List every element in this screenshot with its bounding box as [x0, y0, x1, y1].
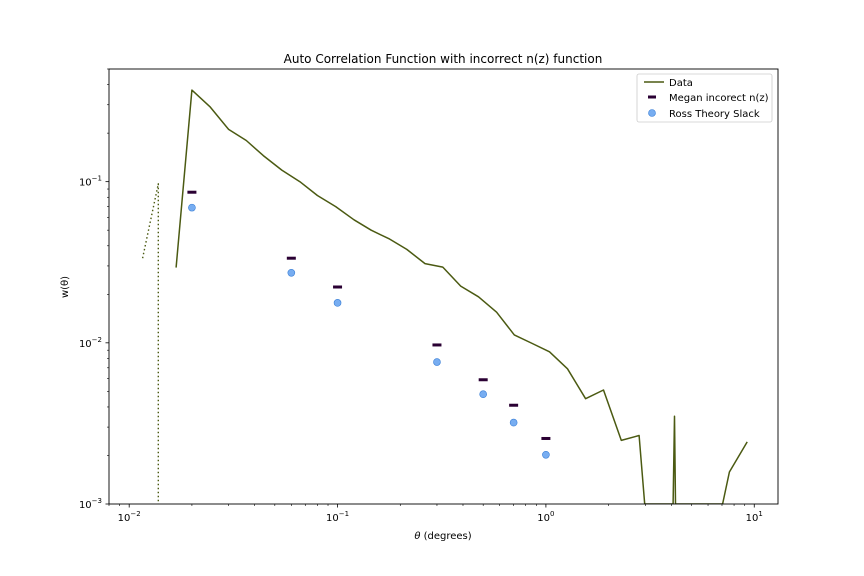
series-layer — [141, 89, 748, 504]
legend-megan-label: Megan incorect n(z) — [669, 93, 769, 104]
x-tick-label: 10−1 — [326, 510, 349, 524]
ross-point — [479, 390, 487, 399]
y-tick-label: 10−3 — [79, 497, 102, 511]
y-tick-base: 10 — [79, 339, 92, 350]
y-axis-label: w(θ) — [60, 276, 71, 298]
data-series-line — [175, 89, 748, 504]
x-tick-base: 10 — [326, 513, 339, 524]
y-tick-label: 10−2 — [79, 336, 102, 350]
legend-ross-swatch — [648, 109, 656, 117]
ross-point — [433, 358, 441, 366]
x-tick-label: 100 — [537, 510, 554, 524]
ross-point — [509, 418, 518, 427]
plot-frame — [108, 68, 779, 505]
x-tick-base: 10 — [746, 513, 759, 524]
y-tick-exponent: −2 — [92, 336, 102, 344]
x-tick-exponent: −1 — [339, 510, 349, 518]
y-tick-base: 10 — [79, 178, 92, 189]
chart-title: Auto Correlation Function with incorrect… — [284, 52, 603, 66]
x-tick-base: 10 — [118, 513, 131, 524]
ross-point — [542, 450, 550, 459]
x-tick-exponent: 0 — [550, 510, 554, 518]
y-tick-base: 10 — [79, 500, 92, 511]
x-tick-exponent: 1 — [758, 510, 762, 518]
legend-data-label: Data — [669, 78, 693, 89]
y-tick-exponent: −1 — [92, 175, 102, 183]
x-axis-label-unit: (degrees) — [420, 531, 471, 542]
x-tick-label: 101 — [746, 510, 763, 524]
ross-point — [188, 203, 196, 212]
legend: Data Megan incorect n(z) Ross Theory Sla… — [636, 73, 773, 123]
ross-point — [287, 268, 296, 277]
x-axis-label: θ (degrees) — [414, 531, 471, 542]
legend-ross-label: Ross Theory Slack — [669, 109, 760, 120]
x-tick-exponent: −2 — [130, 510, 140, 518]
dotted-series-line — [141, 183, 160, 504]
ross-point — [333, 299, 342, 307]
y-tick-label: 10−1 — [79, 175, 102, 189]
x-tick-base: 10 — [537, 513, 550, 524]
legend-box — [636, 73, 773, 123]
y-tick-exponent: −3 — [92, 497, 102, 505]
x-axis-label-symbol: θ — [414, 531, 420, 542]
x-tick-label: 10−2 — [118, 510, 141, 524]
